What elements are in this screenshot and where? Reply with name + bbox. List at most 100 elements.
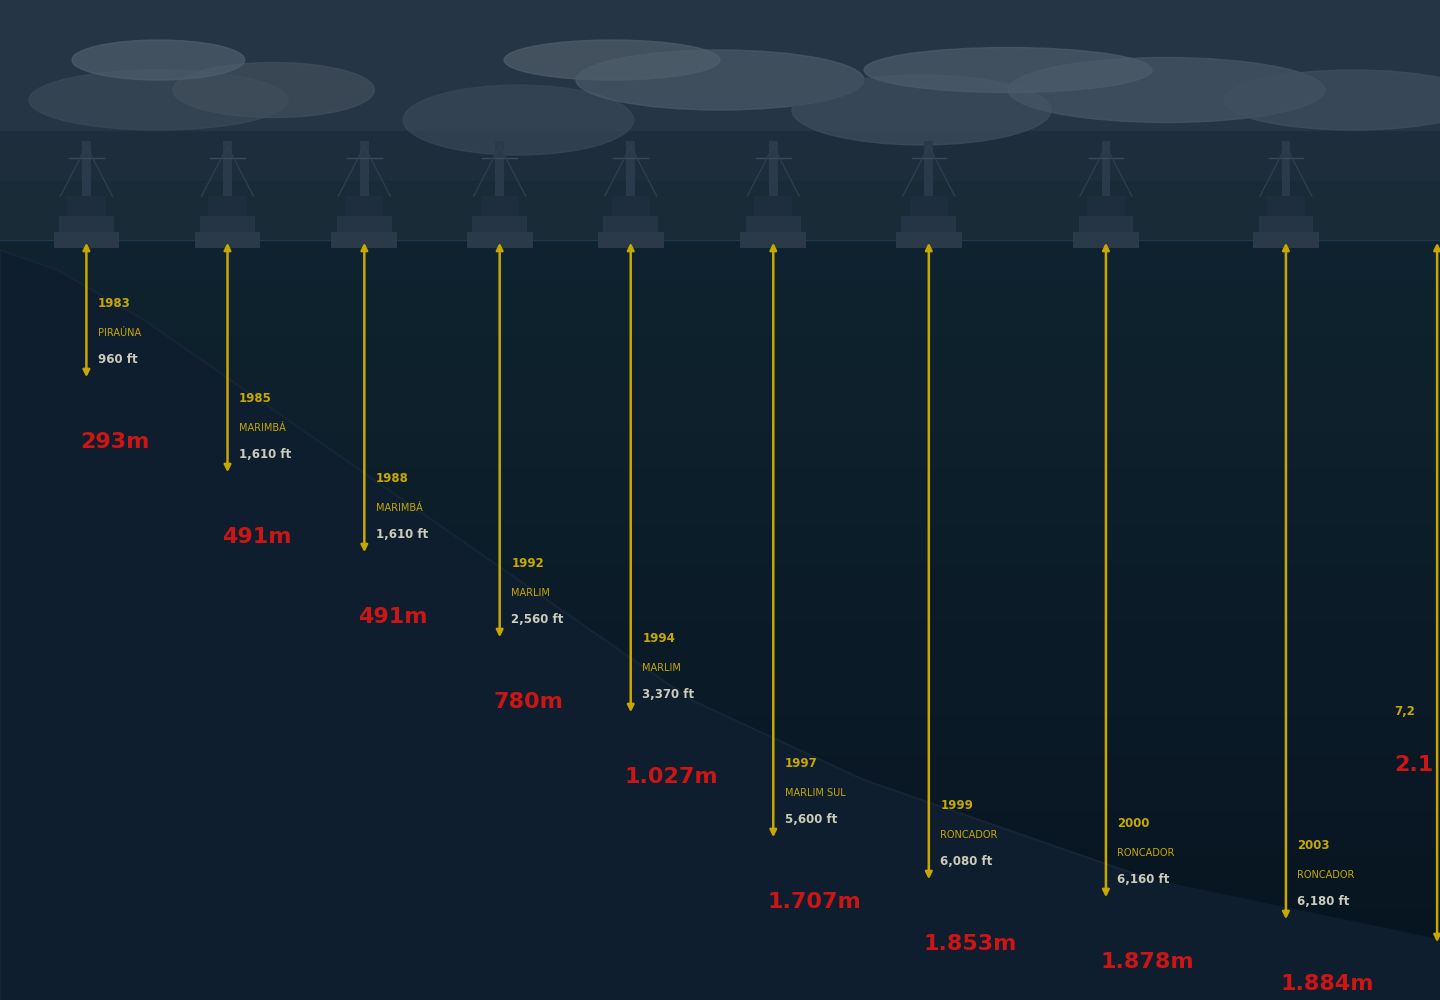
Text: 1.707m: 1.707m <box>768 892 861 912</box>
Bar <box>0 924 1440 943</box>
Bar <box>0 544 1440 563</box>
Bar <box>0 354 1440 373</box>
Text: 1,610 ft: 1,610 ft <box>376 528 428 541</box>
Text: RONCADOR: RONCADOR <box>1297 870 1355 880</box>
Bar <box>467 232 533 248</box>
Text: 1.853m: 1.853m <box>923 934 1017 954</box>
Text: RONCADOR: RONCADOR <box>1117 848 1175 858</box>
Bar <box>0 0 1440 130</box>
Text: MARLIM SUL: MARLIM SUL <box>785 788 845 798</box>
Bar <box>0 753 1440 772</box>
Bar <box>0 316 1440 335</box>
Text: 1985: 1985 <box>239 392 272 405</box>
Bar <box>0 468 1440 487</box>
Bar <box>603 216 658 232</box>
Text: 2003: 2003 <box>1297 839 1331 852</box>
Text: 1.884m: 1.884m <box>1280 974 1374 994</box>
Ellipse shape <box>403 85 634 155</box>
Bar <box>0 0 1440 180</box>
Bar <box>0 259 1440 278</box>
Bar <box>0 525 1440 544</box>
Bar <box>626 141 635 196</box>
Bar <box>598 232 664 248</box>
Bar <box>896 232 962 248</box>
Bar <box>0 981 1440 1000</box>
Bar <box>0 677 1440 696</box>
Text: 960 ft: 960 ft <box>98 353 138 366</box>
Bar <box>0 715 1440 734</box>
Text: 3,370 ft: 3,370 ft <box>642 688 694 701</box>
Bar <box>1259 216 1313 232</box>
Bar <box>0 943 1440 962</box>
Text: MARLIM: MARLIM <box>642 663 681 673</box>
Text: 2.1: 2.1 <box>1394 755 1433 775</box>
Bar <box>0 563 1440 582</box>
Bar <box>0 278 1440 297</box>
Text: PIRAÚNA: PIRAÚNA <box>98 328 141 338</box>
Bar <box>0 582 1440 601</box>
Bar <box>0 620 1440 639</box>
Text: RONCADOR: RONCADOR <box>940 830 998 840</box>
Bar <box>0 962 1440 981</box>
Text: 1999: 1999 <box>940 799 973 812</box>
Bar <box>769 141 778 196</box>
Bar <box>59 216 114 232</box>
Text: 2000: 2000 <box>1117 817 1151 830</box>
Bar <box>0 506 1440 525</box>
Bar <box>346 196 383 216</box>
Bar <box>0 373 1440 392</box>
Bar <box>337 216 392 232</box>
Polygon shape <box>0 250 1440 1000</box>
Text: 2,560 ft: 2,560 ft <box>511 613 563 626</box>
Ellipse shape <box>173 62 374 117</box>
Bar <box>0 240 1440 259</box>
Text: 780m: 780m <box>494 692 564 712</box>
Bar <box>0 848 1440 867</box>
Text: 1983: 1983 <box>98 297 131 310</box>
Text: MARIMBÁ: MARIMBÁ <box>376 503 422 513</box>
Bar <box>0 392 1440 411</box>
Bar <box>1102 141 1110 196</box>
Text: MARIMBÁ: MARIMBÁ <box>239 423 285 433</box>
Text: 1.027m: 1.027m <box>625 767 719 787</box>
Text: 6,180 ft: 6,180 ft <box>1297 895 1349 908</box>
Bar <box>472 216 527 232</box>
Ellipse shape <box>792 75 1051 145</box>
Bar <box>1253 232 1319 248</box>
Bar <box>82 141 91 196</box>
Bar <box>360 141 369 196</box>
Bar <box>1079 216 1133 232</box>
Bar <box>1282 141 1290 196</box>
Bar <box>924 141 933 196</box>
Bar <box>481 196 518 216</box>
Text: 5,600 ft: 5,600 ft <box>785 813 837 826</box>
Bar <box>223 141 232 196</box>
Text: 6,160 ft: 6,160 ft <box>1117 873 1169 886</box>
Bar <box>0 297 1440 316</box>
Text: 491m: 491m <box>222 527 291 547</box>
Text: 6,080 ft: 6,080 ft <box>940 855 992 868</box>
Ellipse shape <box>576 50 864 110</box>
Text: 491m: 491m <box>359 607 428 627</box>
Bar <box>0 0 1440 240</box>
Bar <box>0 411 1440 430</box>
Bar <box>194 232 261 248</box>
Text: 293m: 293m <box>81 432 150 452</box>
Text: MARLIM: MARLIM <box>511 588 550 598</box>
Bar <box>0 867 1440 886</box>
Bar <box>740 232 806 248</box>
Text: 1992: 1992 <box>511 557 544 570</box>
Text: 1988: 1988 <box>376 472 409 485</box>
Bar <box>755 196 792 216</box>
Ellipse shape <box>1224 70 1440 130</box>
Bar <box>0 905 1440 924</box>
Bar <box>0 601 1440 620</box>
Bar <box>0 487 1440 506</box>
Bar <box>0 734 1440 753</box>
Bar <box>200 216 255 232</box>
Bar <box>0 886 1440 905</box>
Bar <box>53 232 120 248</box>
Ellipse shape <box>29 70 288 130</box>
Bar <box>0 772 1440 791</box>
Bar <box>495 141 504 196</box>
